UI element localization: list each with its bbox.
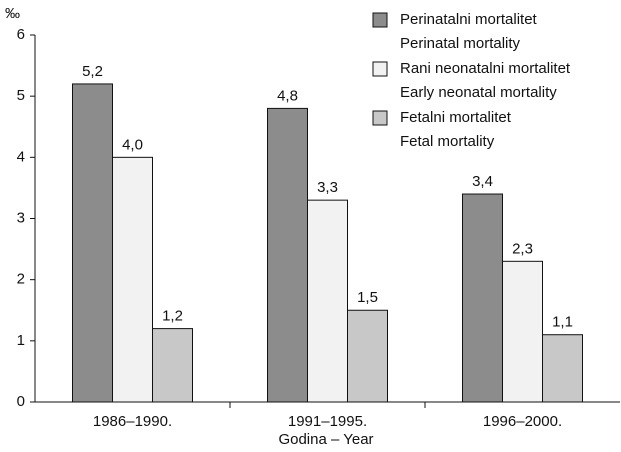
value-label: 3,3 bbox=[317, 179, 338, 196]
y-tick-label: 4 bbox=[17, 148, 25, 165]
y-tick-label: 3 bbox=[17, 209, 25, 226]
bar bbox=[347, 309, 388, 403]
y-tick-label: 6 bbox=[17, 26, 25, 43]
y-tick-label: 1 bbox=[17, 332, 25, 349]
legend-label: Fetal mortality bbox=[400, 133, 495, 150]
x-tick-label: 1991–1995. bbox=[288, 413, 367, 430]
value-label: 1,5 bbox=[357, 289, 378, 306]
x-axis-label: Godina – Year bbox=[278, 431, 373, 448]
value-label: 2,3 bbox=[512, 240, 533, 257]
x-tick-label: 1996–2000. bbox=[483, 413, 562, 430]
bar bbox=[502, 260, 543, 403]
bar bbox=[462, 193, 503, 403]
y-tick-label: 2 bbox=[17, 271, 25, 288]
legend-label: Early neonatal mortality bbox=[400, 84, 557, 101]
y-axis-unit: ‰ bbox=[5, 5, 20, 22]
bar bbox=[307, 199, 348, 403]
legend-label: Fetalni mortalitet bbox=[400, 109, 512, 126]
legend-swatch bbox=[372, 12, 388, 28]
legend-label: Perinatalni mortalitet bbox=[400, 11, 538, 28]
value-label: 4,0 bbox=[122, 136, 143, 153]
value-label: 4,8 bbox=[277, 87, 298, 104]
value-label: 1,2 bbox=[162, 308, 183, 325]
legend-label: Rani neonatalni mortalitet bbox=[400, 60, 571, 77]
legend-swatch bbox=[372, 110, 388, 126]
bar bbox=[112, 156, 153, 403]
bar bbox=[72, 83, 113, 403]
bar bbox=[152, 328, 193, 403]
value-label: 3,4 bbox=[472, 173, 493, 190]
bar bbox=[542, 334, 583, 403]
y-tick-label: 5 bbox=[17, 87, 25, 104]
bar bbox=[267, 107, 308, 403]
legend-label: Perinatal mortality bbox=[400, 35, 521, 52]
x-tick-label: 1986–1990. bbox=[93, 413, 172, 430]
value-label: 1,1 bbox=[552, 314, 573, 331]
value-label: 5,2 bbox=[82, 63, 103, 80]
legend-swatch bbox=[372, 61, 388, 77]
y-tick-label: 0 bbox=[17, 393, 25, 410]
